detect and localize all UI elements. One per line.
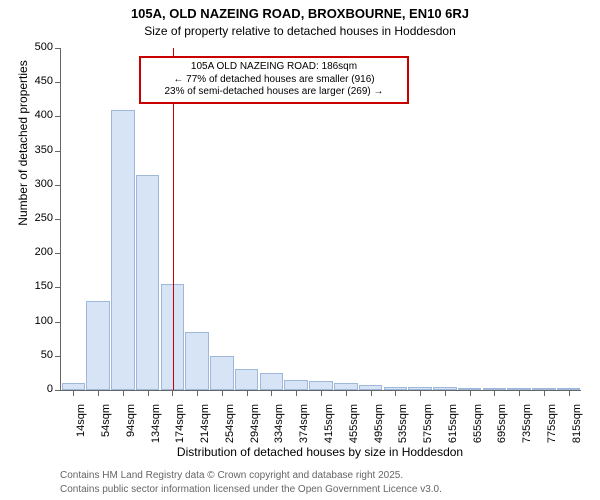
ytick-label: 0 <box>21 383 53 395</box>
xtick-line <box>98 390 99 396</box>
chart-title: 105A, OLD NAZEING ROAD, BROXBOURNE, EN10… <box>0 6 600 21</box>
chart-container: 105A, OLD NAZEING ROAD, BROXBOURNE, EN10… <box>0 0 600 500</box>
ytick-label: 100 <box>21 315 53 327</box>
xtick-line <box>73 390 74 396</box>
xtick-line <box>445 390 446 396</box>
chart-subtitle: Size of property relative to detached ho… <box>0 24 600 38</box>
footer-line-2: Contains public sector information licen… <box>60 484 442 495</box>
xtick-line <box>321 390 322 396</box>
xtick-line <box>519 390 520 396</box>
xtick-line <box>395 390 396 396</box>
histogram-bar <box>86 301 110 390</box>
histogram-bar <box>111 110 135 390</box>
xtick-line <box>494 390 495 396</box>
plot-area: 05010015020025030035040045050014sqm54sqm… <box>60 48 581 391</box>
annotation-line: 23% of semi-detached houses are larger (… <box>147 86 401 99</box>
histogram-bar <box>284 380 308 390</box>
ytick-line <box>55 253 61 254</box>
ytick-label: 50 <box>21 349 53 361</box>
ytick-line <box>55 322 61 323</box>
annotation-line: 105A OLD NAZEING ROAD: 186sqm <box>147 61 401 74</box>
xtick-line <box>148 390 149 396</box>
x-axis-label: Distribution of detached houses by size … <box>60 445 580 459</box>
histogram-bar <box>210 356 234 390</box>
histogram-bar <box>62 383 86 390</box>
ytick-label: 200 <box>21 246 53 258</box>
ytick-line <box>55 82 61 83</box>
ytick-line <box>55 287 61 288</box>
xtick-line <box>470 390 471 396</box>
xtick-line <box>197 390 198 396</box>
ytick-label: 350 <box>21 144 53 156</box>
ytick-line <box>55 48 61 49</box>
histogram-bar <box>260 373 284 390</box>
xtick-line <box>247 390 248 396</box>
xtick-line <box>172 390 173 396</box>
histogram-bar <box>334 383 358 390</box>
ytick-line <box>55 219 61 220</box>
xtick-line <box>420 390 421 396</box>
annotation-line: ← 77% of detached houses are smaller (91… <box>147 74 401 87</box>
ytick-label: 250 <box>21 212 53 224</box>
ytick-line <box>55 390 61 391</box>
ytick-line <box>55 116 61 117</box>
ytick-label: 150 <box>21 280 53 292</box>
xtick-line <box>296 390 297 396</box>
ytick-label: 500 <box>21 41 53 53</box>
histogram-bar <box>185 332 209 390</box>
annotation-box: 105A OLD NAZEING ROAD: 186sqm← 77% of de… <box>139 56 409 104</box>
footer-line-1: Contains HM Land Registry data © Crown c… <box>60 470 403 481</box>
histogram-bar <box>309 381 333 390</box>
histogram-bar <box>235 369 259 390</box>
xtick-line <box>569 390 570 396</box>
xtick-line <box>346 390 347 396</box>
xtick-line <box>271 390 272 396</box>
ytick-line <box>55 185 61 186</box>
ytick-label: 400 <box>21 109 53 121</box>
ytick-label: 450 <box>21 75 53 87</box>
xtick-line <box>123 390 124 396</box>
histogram-bar <box>136 175 160 390</box>
xtick-line <box>544 390 545 396</box>
xtick-line <box>371 390 372 396</box>
ytick-line <box>55 356 61 357</box>
ytick-line <box>55 151 61 152</box>
ytick-label: 300 <box>21 178 53 190</box>
xtick-line <box>222 390 223 396</box>
